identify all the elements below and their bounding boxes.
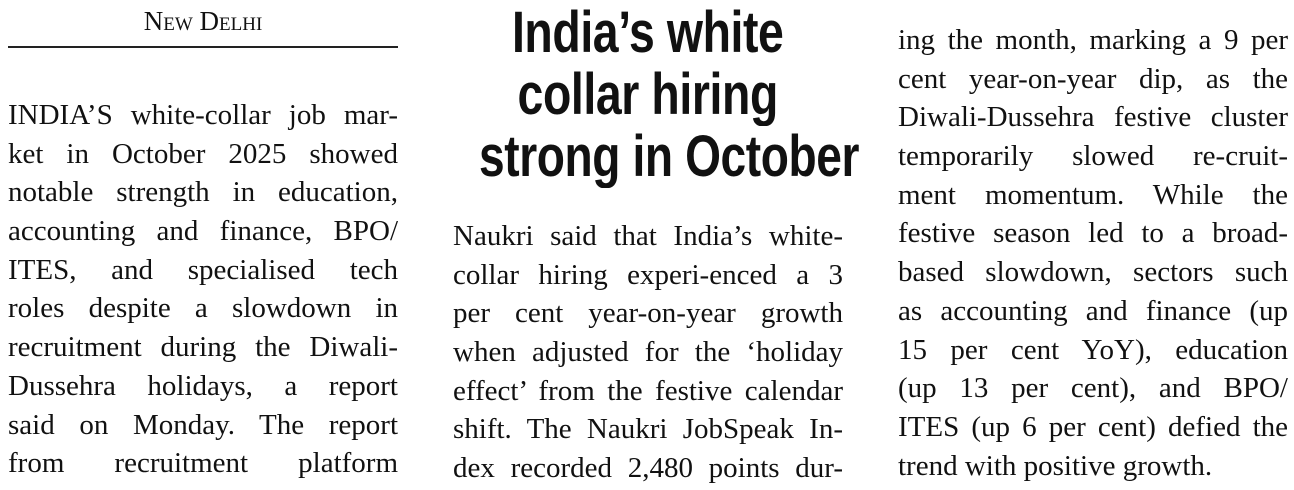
text-line: said on Monday. The report (8, 408, 398, 441)
dateline-rule (8, 46, 398, 48)
text-line: Naukri said that India’s white- (453, 220, 843, 252)
text-line: ment momentum. While the (898, 178, 1288, 211)
text-line: shift. The Naukri JobSpeak In- (453, 413, 843, 446)
headline-line: collar hiring (517, 64, 779, 126)
article-column-3: ing the month, marking a 9 per cent year-… (898, 21, 1288, 485)
text-line: as accounting and finance (up (898, 294, 1288, 327)
text-line: INDIA’S white-collar job mar- (8, 99, 398, 131)
text-line: notable strength in education, (8, 176, 398, 209)
text-line: when adjusted for the ‘holiday (453, 336, 843, 369)
text-line: accounting and finance, BPO/ (8, 215, 398, 248)
text-line: festive season led to a broad- (898, 217, 1288, 250)
text-line: (up 13 per cent), and BPO/ (898, 372, 1288, 405)
headline-line: strong in October (479, 126, 860, 188)
text-line: ITES (up 6 per cent) defied the (898, 410, 1288, 443)
headline-row: India’s white (430, 2, 866, 64)
text-line: trend with positive growth. (898, 449, 1213, 482)
text-line: based slowdown, sectors such (898, 256, 1288, 289)
text-line: from recruitment platform (8, 447, 398, 480)
text-line: dex recorded 2,480 points dur- (453, 452, 843, 485)
text-line: roles despite a slowdown in (8, 292, 398, 325)
text-line: Dussehra holidays, a report (8, 369, 398, 402)
text-line: recruitment during the Diwali- (8, 331, 398, 364)
text-line: ket in October 2025 showed (8, 137, 398, 170)
text-line: temporarily slowed re-cruit- (898, 140, 1288, 173)
article-column-2: Naukri said that India’s white-collar hi… (453, 217, 843, 488)
text-line: cent year-on-year dip, as the (898, 62, 1288, 95)
text-line: ITES, and specialised tech (8, 253, 398, 286)
dateline: New Delhi (143, 6, 263, 36)
headline-row: collar hiring (430, 64, 866, 126)
text-line: effect’ from the festive calendar (453, 374, 843, 407)
text-line: Diwali-Dussehra festive cluster (898, 101, 1288, 134)
headline-row: strong in October (430, 126, 866, 188)
text-line: ing the month, marking a 9 per (898, 24, 1288, 56)
headline: India’s white collar hiring strong in Oc… (430, 2, 866, 188)
text-line: 15 per cent YoY), education (898, 333, 1288, 366)
text-line: collar hiring experi-enced a 3 (453, 258, 843, 291)
article-column-1: INDIA’S white-collar job mar-ket in Octo… (8, 96, 398, 483)
text-line: per cent year-on-year growth (453, 297, 843, 330)
headline-line: India’s white (512, 2, 784, 64)
